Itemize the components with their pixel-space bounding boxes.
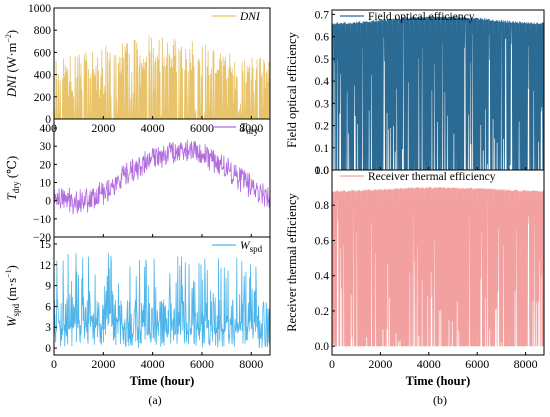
legend-label-tdry: Tdry (240, 122, 259, 136)
ytick-label: 0 (45, 196, 51, 208)
series-line-dni (54, 35, 270, 119)
legend-label-receiver: Receiver thermal efficiency (368, 171, 496, 183)
ytick-label: 15 (40, 239, 52, 251)
ytick-label: 30 (40, 141, 52, 153)
xtick-label: 6000 (190, 357, 214, 371)
xtick-label: 4000 (141, 357, 165, 371)
x-axis-label: Time (hour) (406, 374, 471, 388)
ytick-label: 0.5 (315, 54, 330, 66)
series-line-receiver (332, 186, 544, 347)
xtick-label: 2000 (91, 357, 115, 371)
legend-label-wspd: Wspd (240, 240, 263, 254)
ytick-label: 10 (40, 178, 52, 190)
xtick-label: 8000 (239, 121, 263, 135)
xtick-label: 8000 (239, 357, 263, 371)
xtick-label: 6000 (190, 121, 214, 135)
ytick-label: 12 (40, 260, 52, 272)
ytick-label: 0.7 (315, 9, 330, 21)
ytick-label: 0.4 (315, 76, 330, 88)
ytick-label: 800 (34, 25, 52, 37)
plot-frame-wspd (53, 236, 271, 356)
ytick-label: −10 (33, 214, 51, 226)
ytick-label: 3 (45, 322, 51, 334)
y-axis-label: Receiver thermal efficiency (285, 192, 299, 331)
series-line-wspd (54, 252, 270, 349)
chart-receiver: 0.0 0.2 0.4 0.6 0.8 1.0 0 2000 4000 6000 8000 Time … (285, 165, 545, 388)
ytick-label: 1000 (28, 3, 51, 15)
ytick-label: 1.0 (315, 165, 330, 177)
xtick-label: 4000 (141, 121, 165, 135)
ytick-label: 0.0 (315, 165, 330, 177)
xtick-label: 2000 (91, 121, 115, 135)
ytick-label: 0.0 (315, 341, 330, 353)
chart-tdry: −20 −10 0 10 20 30 40 Tdry (℃) Tdry (5, 118, 271, 244)
y-axis-label: Tdry (℃) (5, 156, 21, 200)
chart-wspd: 0 3 6 9 12 15 0 2000 4000 6000 8000 Time (hour) Wspd… (4, 236, 271, 388)
series-line-tdry (54, 139, 270, 215)
xtick-label: 8000 (514, 357, 538, 371)
xtick-label: 0 (329, 357, 335, 371)
subcaption-a: (a) (148, 393, 161, 407)
ytick-label: −20 (33, 232, 51, 244)
y-axis-label: Wspd (m·s−1) (4, 265, 21, 327)
ytick-label: 0 (45, 114, 51, 126)
ytick-label: 400 (34, 70, 52, 82)
ytick-label: 6 (45, 301, 51, 313)
ytick-label: 20 (40, 159, 52, 171)
ytick-label: 40 (40, 123, 52, 135)
ytick-label: 0.6 (315, 235, 330, 247)
series-line-field (332, 16, 544, 170)
xtick-label: 0 (51, 357, 57, 371)
legend-label-dni: DNI (239, 11, 261, 23)
ytick-label: 0.3 (315, 98, 330, 110)
ytick-label: 0.1 (315, 143, 330, 155)
y-axis-label: DNI (W·m−2) (4, 30, 19, 98)
legend-label-field: Field optical efficiency (368, 11, 475, 23)
y-axis-label: Field optical efficiency (285, 31, 299, 147)
ytick-label: 0.2 (315, 306, 330, 318)
ytick-label: 0.2 (315, 121, 330, 133)
ytick-label: 9 (45, 281, 51, 293)
xtick-label: 2000 (368, 357, 392, 371)
ytick-label: 0.4 (315, 271, 330, 283)
ytick-label: 0.6 (315, 32, 330, 44)
subcaption-b: (b) (433, 393, 447, 407)
xtick-label: 6000 (465, 357, 489, 371)
xtick-label: 4000 (417, 357, 441, 371)
plot-frame-receiver (331, 169, 545, 356)
ytick-label: 600 (34, 47, 52, 59)
ytick-label: 0.8 (315, 200, 330, 212)
chart-field: 0.0 0.1 0.2 0.3 0.4 0.5 0.6 0.7 Field optical ef… (285, 9, 545, 177)
ytick-label: 200 (34, 92, 52, 104)
ytick-label: 0 (45, 343, 51, 355)
x-axis-label: Time (hour) (130, 374, 195, 388)
